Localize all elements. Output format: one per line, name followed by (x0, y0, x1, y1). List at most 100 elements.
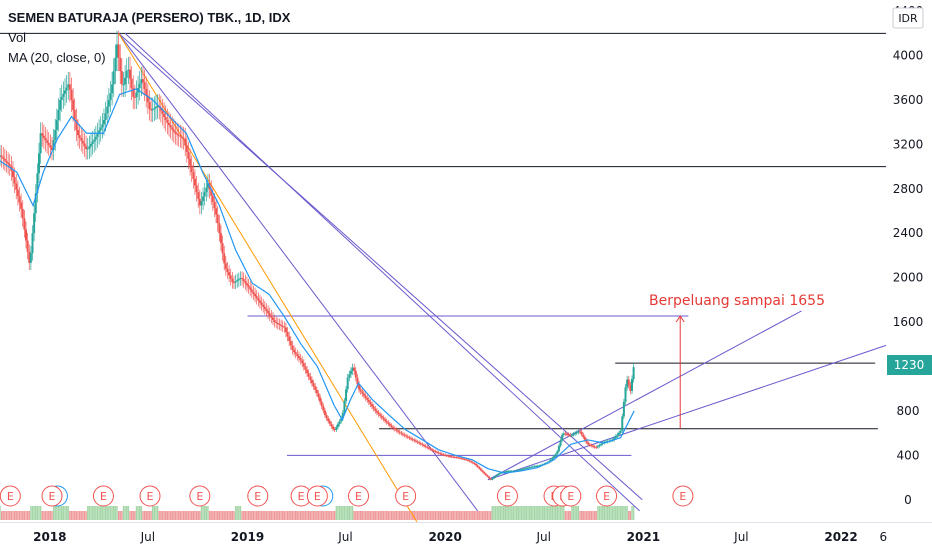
volume-bar (397, 511, 399, 520)
volume-bar (566, 511, 568, 520)
volume-bar (23, 511, 26, 520)
earnings-marker[interactable] (306, 485, 328, 507)
volume-bar (363, 511, 365, 520)
price-candle (125, 71, 128, 78)
time-axis[interactable]: 2018 Jul 2019 Jul 2020 Jul 2021 Jul 2022 6 (33, 530, 887, 544)
price-candle (184, 138, 187, 146)
volume-bar (413, 511, 415, 520)
volume-bar (541, 506, 544, 520)
price-candle (260, 302, 263, 305)
price-candle (255, 296, 258, 299)
time-tick-label: 2019 (231, 530, 264, 544)
volume-bar (65, 506, 68, 520)
earnings-marker[interactable] (139, 485, 161, 507)
legend-moving-average[interactable]: MA (20, close, 0) (8, 50, 106, 65)
price-candle (427, 447, 430, 449)
volume-bar (379, 511, 381, 520)
price-candle (619, 430, 622, 433)
earnings-marker[interactable] (247, 485, 269, 507)
legend-title[interactable]: SEMEN BATURAJA (PERSERO) TBK., 1D, IDX (8, 10, 291, 25)
volume-bar (10, 511, 13, 520)
price-candle (57, 109, 60, 120)
volume-bar (346, 506, 349, 520)
earnings-marker[interactable] (0, 485, 21, 507)
price-candle (416, 441, 419, 443)
volume-bar (247, 511, 250, 520)
earnings-marker[interactable] (672, 485, 694, 507)
price-candle (283, 326, 286, 328)
volume-bar (472, 511, 474, 520)
volume-bar (155, 506, 157, 520)
volume-bar (303, 511, 305, 520)
price-candle (556, 451, 559, 455)
price-candle (323, 410, 326, 416)
volume-bar (366, 511, 368, 520)
volume-bar (415, 511, 417, 520)
volume-bar (431, 511, 433, 520)
volume-bar (335, 506, 338, 520)
volume-bar (254, 511, 256, 520)
price-tick-label: 2800 (893, 182, 924, 196)
price-candle (221, 243, 224, 254)
earnings-marker[interactable] (348, 485, 370, 507)
volume-bar (606, 506, 609, 520)
price-candle (465, 459, 468, 461)
price-candle (488, 476, 491, 479)
earnings-markers[interactable]: DDEEEEEEEEEEEEEEEE (0, 485, 694, 507)
earnings-marker[interactable] (395, 485, 417, 507)
price-candle (618, 432, 621, 435)
earnings-marker[interactable] (92, 485, 114, 507)
volume-bar (504, 506, 506, 520)
price-tick-label: 1600 (893, 315, 924, 329)
price-candle (3, 158, 6, 161)
volume-bar (134, 511, 136, 520)
price-tick-label: 3200 (893, 137, 924, 151)
earnings-marker-label: E (7, 490, 14, 503)
earnings-marker-label: E (298, 490, 305, 503)
price-candle (535, 465, 538, 467)
price-candle (509, 470, 512, 472)
earnings-marker[interactable] (41, 485, 63, 507)
legend-volume[interactable]: Vol (8, 30, 27, 45)
earnings-marker[interactable] (560, 485, 582, 507)
price-candle (426, 446, 429, 448)
volume-bar (191, 511, 193, 520)
price-candle (247, 285, 250, 288)
price-candle (0, 155, 3, 158)
price-candle (627, 379, 630, 386)
price-candle (169, 125, 172, 128)
price-tick-label: 3600 (893, 93, 924, 107)
price-candle (143, 82, 146, 89)
price-candle (249, 287, 252, 290)
volume-bar (286, 511, 289, 520)
price-candle (343, 400, 346, 413)
price-candle (338, 421, 341, 425)
earnings-marker-label: E (147, 490, 154, 503)
price-candle (371, 404, 374, 407)
price-candle (135, 92, 138, 97)
volume-bar (256, 511, 258, 520)
earnings-marker[interactable] (596, 485, 618, 507)
volume-bar (485, 511, 487, 520)
earnings-marker[interactable] (189, 485, 211, 507)
price-candle (574, 433, 577, 435)
price-candle (379, 414, 382, 416)
volume-bar (160, 511, 162, 520)
price-candle (439, 453, 442, 455)
price-candle (492, 477, 495, 479)
volume-bar (390, 511, 393, 520)
volume-bar (317, 511, 320, 520)
volume-bar (372, 511, 375, 520)
price-candle (387, 422, 390, 424)
volume-bar (268, 511, 271, 520)
earnings-marker[interactable] (496, 485, 518, 507)
volume-bar (626, 506, 628, 520)
earnings-marker-label: E (49, 490, 56, 503)
price-candle (572, 433, 575, 435)
price-candle (237, 279, 240, 281)
target-arrow (675, 315, 685, 429)
last-price-tag[interactable] (887, 355, 932, 375)
volume-bar (30, 506, 32, 520)
